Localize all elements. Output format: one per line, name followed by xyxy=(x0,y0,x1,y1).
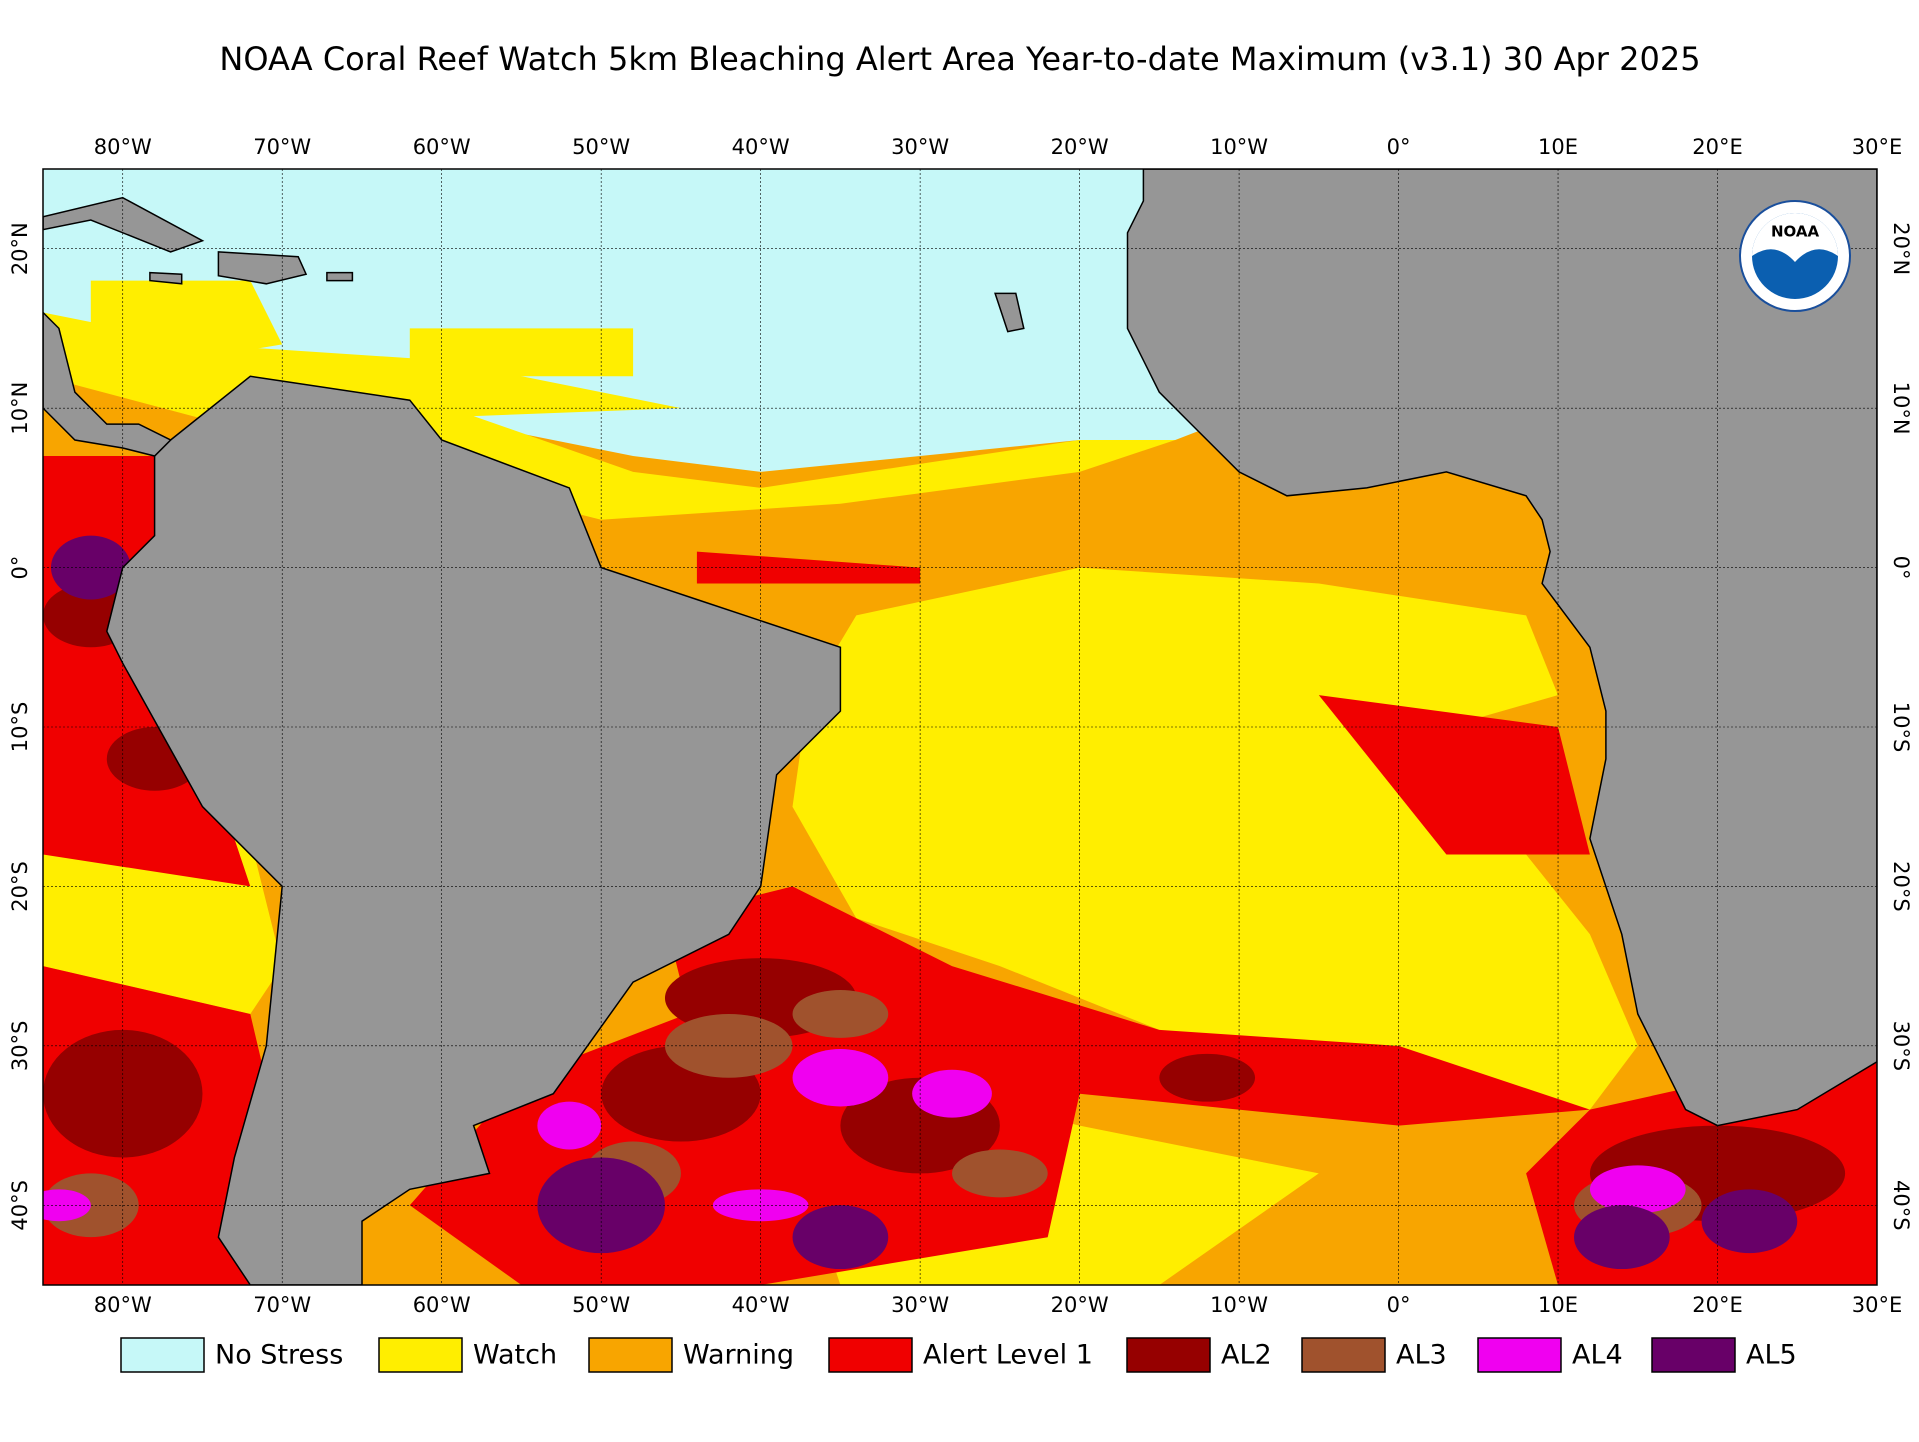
legend-swatch xyxy=(378,1337,463,1373)
region-al4 xyxy=(43,1189,91,1222)
x-tick-label: 10E xyxy=(1538,1293,1578,1317)
x-tick-label: 20°W xyxy=(1051,135,1109,159)
y-tick-label: 30°S xyxy=(1889,1021,1913,1072)
noaa-logo: NOAA xyxy=(1739,200,1851,312)
land-puerto-rico xyxy=(326,271,354,282)
region-al5 xyxy=(792,1205,889,1270)
x-tick-label: 10E xyxy=(1538,135,1578,159)
x-tick-label: 20°E xyxy=(1692,1293,1743,1317)
y-tick-label: 10°S xyxy=(8,702,32,753)
x-tick-label: 40°W xyxy=(732,135,790,159)
region-watch xyxy=(43,312,1176,520)
x-tick-label: 70°W xyxy=(253,1293,311,1317)
legend-swatch xyxy=(1301,1337,1386,1373)
region-al4 xyxy=(792,1049,889,1107)
legend-swatch xyxy=(828,1337,913,1373)
x-tick-label: 10°W xyxy=(1210,135,1268,159)
legend-label: AL5 xyxy=(1746,1340,1797,1371)
legend-label: AL4 xyxy=(1572,1340,1623,1371)
x-tick-label: 20°W xyxy=(1051,1293,1109,1317)
y-tick-label: 10°S xyxy=(1889,702,1913,753)
legend-label: Alert Level 1 xyxy=(923,1340,1093,1371)
land-cape-verde xyxy=(994,292,1025,333)
y-tick-label: 20°N xyxy=(8,222,32,275)
region-al4 xyxy=(1589,1165,1686,1214)
x-tick-label: 50°W xyxy=(572,1293,630,1317)
y-tick-label: 0° xyxy=(1889,556,1913,580)
legend-swatch xyxy=(1126,1337,1211,1373)
region-watch xyxy=(409,328,634,377)
land-africa xyxy=(1126,169,1877,1127)
land-jamaica xyxy=(149,271,183,285)
region-al5 xyxy=(1573,1205,1670,1270)
legend-swatch xyxy=(588,1337,673,1373)
x-tick-label: 60°W xyxy=(413,135,471,159)
y-tick-label: 20°S xyxy=(8,861,32,912)
region-al4 xyxy=(912,1069,992,1118)
y-tick-label: 20°S xyxy=(1889,861,1913,912)
map-area xyxy=(43,169,1877,1285)
region-al3 xyxy=(952,1149,1048,1198)
region-al5 xyxy=(50,535,131,600)
y-tick-label: 10°N xyxy=(8,382,32,435)
region-al3 xyxy=(792,990,889,1038)
legend-label: AL2 xyxy=(1221,1340,1272,1371)
x-tick-label: 40°W xyxy=(732,1293,790,1317)
region-al4 xyxy=(537,1101,602,1150)
x-tick-label: 50°W xyxy=(572,135,630,159)
logo-bird xyxy=(1752,213,1838,262)
x-tick-label: 30°W xyxy=(891,1293,949,1317)
y-tick-label: 40°S xyxy=(8,1180,32,1231)
legend-label: Warning xyxy=(683,1340,794,1371)
legend-swatch xyxy=(1651,1337,1736,1373)
region-al2 xyxy=(1159,1053,1256,1102)
land-south-america xyxy=(106,375,842,1285)
region-watch xyxy=(90,280,283,377)
legend-swatch xyxy=(120,1337,205,1373)
y-tick-label: 20°N xyxy=(1889,222,1913,275)
x-tick-label: 30°W xyxy=(891,135,949,159)
x-tick-label: 0° xyxy=(1387,135,1411,159)
land-hispaniola xyxy=(217,251,308,285)
land-central-america xyxy=(43,311,172,457)
x-tick-label: 10°W xyxy=(1210,1293,1268,1317)
x-tick-label: 70°W xyxy=(253,135,311,159)
x-tick-label: 30°E xyxy=(1852,1293,1903,1317)
map-title: NOAA Coral Reef Watch 5km Bleaching Aler… xyxy=(219,40,1700,78)
x-tick-label: 80°W xyxy=(94,1293,152,1317)
y-tick-label: 10°N xyxy=(1889,382,1913,435)
x-tick-label: 20°E xyxy=(1692,135,1743,159)
logo-text: NOAA xyxy=(1771,223,1820,241)
map-frame xyxy=(42,168,1878,1286)
region-watch xyxy=(43,838,283,1014)
y-tick-label: 40°S xyxy=(1889,1180,1913,1231)
y-tick-label: 30°S xyxy=(8,1021,32,1072)
region-watch xyxy=(792,567,1638,1110)
region-al5 xyxy=(1701,1189,1798,1254)
legend-swatch xyxy=(1477,1337,1562,1373)
legend-label: Watch xyxy=(473,1340,557,1371)
legend-label: No Stress xyxy=(215,1340,343,1371)
x-tick-label: 80°W xyxy=(94,135,152,159)
y-tick-label: 0° xyxy=(8,556,32,580)
region-alert-1 xyxy=(665,886,1590,1126)
x-tick-label: 0° xyxy=(1387,1293,1411,1317)
legend-label: AL3 xyxy=(1396,1340,1447,1371)
region-alert-1 xyxy=(1318,695,1590,855)
x-tick-label: 60°W xyxy=(413,1293,471,1317)
x-tick-label: 30°E xyxy=(1852,135,1903,159)
